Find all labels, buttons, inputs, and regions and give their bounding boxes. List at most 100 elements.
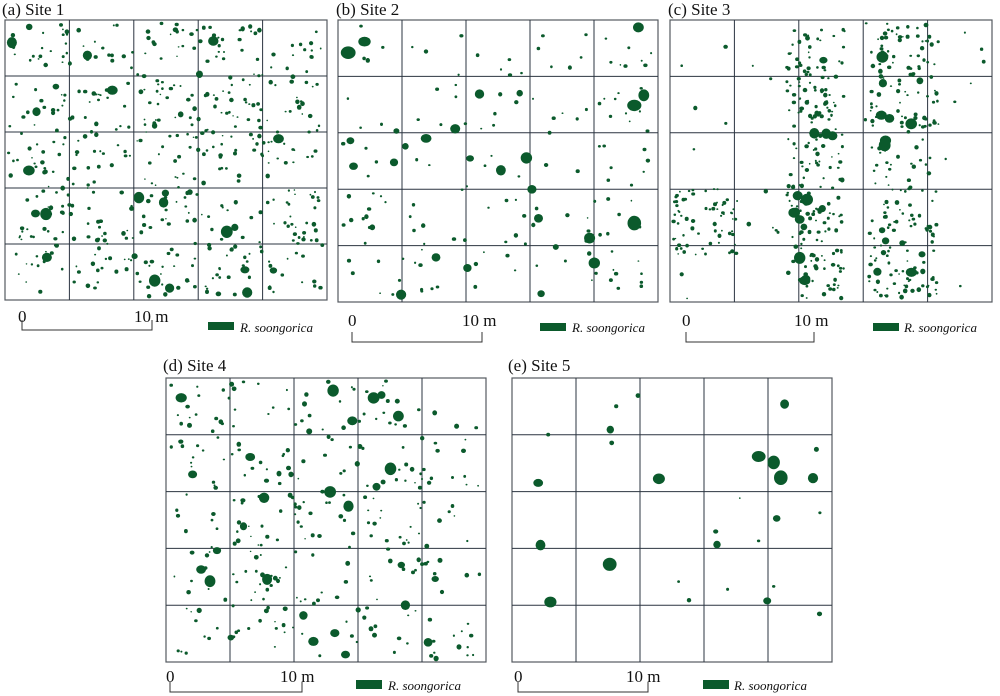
shrub-dot bbox=[460, 188, 464, 191]
shrub-dot bbox=[818, 511, 822, 515]
shrub-dot bbox=[242, 287, 253, 298]
shrub-dot bbox=[61, 33, 65, 36]
shrub-dot bbox=[969, 82, 972, 85]
shrub-dot bbox=[794, 65, 799, 69]
shrub-dot bbox=[483, 164, 487, 167]
shrub-dot bbox=[883, 203, 885, 206]
shrub-dot bbox=[31, 209, 40, 218]
shrub-dot bbox=[321, 490, 324, 493]
shrub-dot bbox=[810, 121, 813, 124]
shrub-dot bbox=[807, 473, 819, 484]
shrub-dot bbox=[785, 193, 789, 197]
shrub-dot bbox=[820, 28, 823, 32]
shrub-dot bbox=[94, 121, 99, 127]
shrub-dot bbox=[814, 257, 820, 262]
panel-title: (b) Site 2 bbox=[336, 0, 399, 19]
shrub-dot bbox=[836, 195, 841, 200]
shrub-dot bbox=[77, 89, 81, 94]
shrub-dot bbox=[454, 95, 458, 99]
shrub-dot bbox=[76, 270, 81, 274]
shrub-dot bbox=[603, 97, 606, 100]
shrub-dot bbox=[248, 252, 251, 255]
shrub-dot bbox=[207, 636, 212, 641]
shrub-dot bbox=[14, 252, 18, 256]
shrub-dot bbox=[816, 66, 819, 69]
shrub-dot bbox=[704, 206, 708, 211]
shrub-dot bbox=[959, 284, 962, 288]
shrub-dot bbox=[219, 237, 224, 241]
shrub-dot bbox=[144, 178, 146, 180]
shrub-dot bbox=[472, 653, 475, 657]
shrub-dot bbox=[61, 55, 65, 59]
shrub-dot bbox=[930, 240, 934, 244]
shrub-dot bbox=[911, 72, 916, 76]
shrub-dot bbox=[411, 203, 416, 207]
shrub-dot bbox=[879, 35, 885, 41]
shrub-dot bbox=[423, 242, 426, 246]
shrub-dot bbox=[257, 74, 261, 78]
shrub-dot bbox=[424, 543, 430, 549]
shrub-dot bbox=[881, 237, 890, 245]
shrub-dot bbox=[414, 568, 417, 572]
shrub-dot bbox=[250, 466, 255, 470]
shrub-dot bbox=[887, 249, 890, 253]
shrub-dot bbox=[186, 132, 189, 136]
shrub-dot bbox=[726, 587, 730, 591]
shrub-dot bbox=[928, 229, 933, 233]
shrub-dot bbox=[177, 186, 180, 189]
shrub-dot bbox=[317, 534, 322, 538]
shrub-dot bbox=[642, 170, 645, 173]
shrub-dot bbox=[210, 518, 214, 522]
shrub-dot bbox=[244, 101, 248, 104]
scale-start-label: 0 bbox=[682, 311, 691, 330]
shrub-dot bbox=[597, 101, 602, 106]
shrub-dot bbox=[517, 175, 521, 178]
shrub-dot bbox=[393, 410, 404, 422]
shrub-dot bbox=[346, 194, 352, 199]
shrub-dot bbox=[148, 161, 152, 165]
shrub-dot bbox=[259, 108, 263, 112]
shrub-dot bbox=[927, 284, 930, 287]
shrub-dot bbox=[161, 145, 165, 149]
shrub-dot bbox=[362, 615, 367, 620]
shrub-dot bbox=[247, 627, 251, 630]
shrub-dot bbox=[189, 32, 194, 36]
shrub-dot bbox=[282, 606, 288, 612]
shrub-dot bbox=[832, 283, 836, 286]
shrub-dot bbox=[423, 638, 433, 647]
shrub-dot bbox=[261, 141, 266, 145]
shrub-dot bbox=[694, 253, 697, 256]
shrub-dot bbox=[682, 250, 686, 254]
shrub-dot bbox=[871, 124, 874, 127]
shrub-dot bbox=[841, 94, 846, 98]
shrub-dot bbox=[254, 591, 256, 593]
shrub-dot bbox=[490, 154, 493, 157]
shrub-dot bbox=[165, 283, 175, 293]
shrub-dot bbox=[90, 261, 96, 267]
shrub-dot bbox=[602, 557, 617, 571]
shrub-dot bbox=[533, 478, 544, 487]
shrub-dot bbox=[358, 36, 371, 47]
shrub-dot bbox=[798, 98, 801, 100]
shrub-dot bbox=[461, 448, 466, 453]
shrub-dot bbox=[814, 147, 818, 151]
shrub-dot bbox=[63, 136, 67, 140]
shrub-dot bbox=[451, 237, 457, 241]
shrub-dot bbox=[275, 538, 279, 542]
shrub-dot bbox=[402, 424, 407, 428]
shrub-dot bbox=[451, 476, 454, 479]
shrub-dot bbox=[94, 253, 97, 256]
shrub-dot bbox=[888, 167, 892, 171]
shrub-dot bbox=[70, 115, 75, 120]
shrub-dot bbox=[456, 644, 462, 650]
shrub-dot bbox=[257, 27, 262, 33]
shrub-dot bbox=[575, 169, 580, 174]
shrub-dot bbox=[236, 116, 239, 118]
shrub-dot bbox=[266, 119, 269, 122]
shrub-dot bbox=[516, 89, 523, 97]
shrub-dot bbox=[258, 210, 263, 215]
shrub-dot bbox=[805, 35, 810, 41]
shrub-dot bbox=[175, 133, 179, 138]
shrub-dot bbox=[869, 109, 872, 112]
shrub-dot bbox=[206, 128, 209, 131]
